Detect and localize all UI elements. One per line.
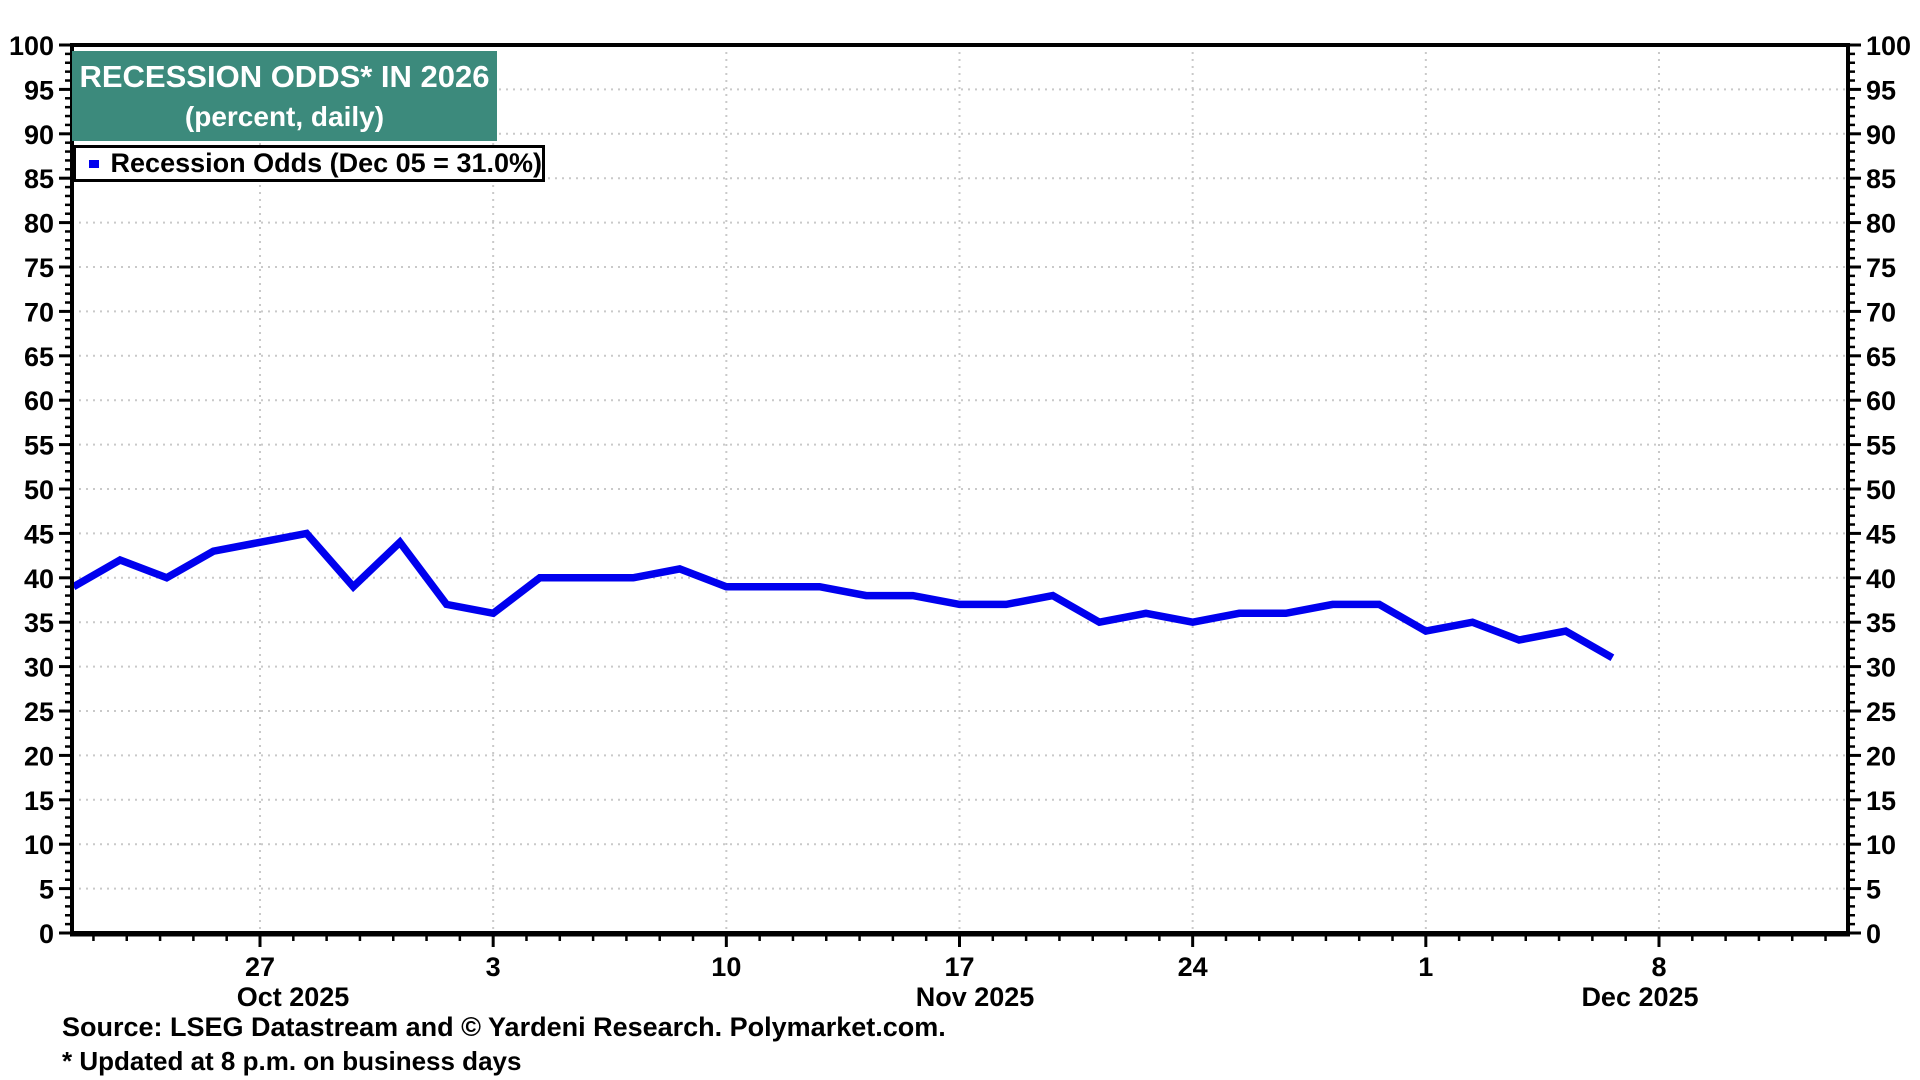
svg-text:27: 27: [245, 952, 275, 982]
footnote: * Updated at 8 p.m. on business days: [62, 1046, 522, 1076]
svg-text:5: 5: [39, 875, 54, 905]
x-axis-labels: 27 3 10 17 24 1 8: [245, 952, 1667, 982]
svg-text:8: 8: [1651, 952, 1666, 982]
svg-text:75: 75: [24, 253, 54, 283]
svg-text:35: 35: [24, 608, 54, 638]
svg-text:10: 10: [24, 830, 54, 860]
legend-label: Recession Odds (Dec 05 = 31.0%): [110, 148, 542, 178]
svg-text:50: 50: [1866, 475, 1896, 505]
svg-text:Nov 2025: Nov 2025: [916, 982, 1035, 1012]
svg-text:15: 15: [24, 786, 54, 816]
source-note: Source: LSEG Datastream and © Yardeni Re…: [62, 1012, 946, 1042]
svg-text:20: 20: [24, 741, 54, 771]
chart-title: RECESSION ODDS* IN 2026: [79, 59, 490, 95]
svg-text:65: 65: [1866, 342, 1896, 372]
y-gridlines: [72, 88, 1848, 890]
svg-text:30: 30: [1866, 653, 1896, 683]
svg-text:65: 65: [24, 342, 54, 372]
svg-text:60: 60: [1866, 386, 1896, 416]
svg-text:85: 85: [24, 164, 54, 194]
legend-line-swatch: [89, 159, 99, 168]
legend: Recession Odds (Dec 05 = 31.0%): [73, 145, 545, 182]
chart-subtitle: (percent, daily): [184, 100, 385, 132]
svg-text:95: 95: [24, 75, 54, 105]
svg-text:24: 24: [1178, 952, 1208, 982]
svg-text:5: 5: [1866, 875, 1881, 905]
svg-text:15: 15: [1866, 786, 1896, 816]
svg-text:10: 10: [711, 952, 741, 982]
y-axis-labels-left: 0 5 10 15 20 25 30 35 40 45 50 55 60 65 70 75 80 85 90 95 10…: [9, 31, 54, 949]
svg-text:0: 0: [1866, 919, 1881, 949]
svg-text:60: 60: [24, 386, 54, 416]
svg-text:50: 50: [24, 475, 54, 505]
svg-text:20: 20: [1866, 741, 1896, 771]
svg-text:Dec 2025: Dec 2025: [1581, 982, 1698, 1012]
svg-text:70: 70: [1866, 297, 1896, 327]
recession-odds-line: [71, 529, 1615, 661]
svg-text:3: 3: [486, 952, 501, 982]
svg-text:Oct 2025: Oct 2025: [237, 982, 350, 1012]
svg-text:45: 45: [24, 519, 54, 549]
svg-text:45: 45: [1866, 519, 1896, 549]
svg-text:80: 80: [24, 209, 54, 239]
svg-text:70: 70: [24, 297, 54, 327]
svg-text:55: 55: [1866, 431, 1896, 461]
svg-text:90: 90: [24, 120, 54, 150]
svg-text:35: 35: [1866, 608, 1896, 638]
y-axis-labels-right: 0 5 10 15 20 25 30 35 40 45 50 55 60 65 70 75 80 85 90 95 10…: [1866, 31, 1911, 949]
svg-text:40: 40: [1866, 564, 1896, 594]
svg-text:30: 30: [24, 653, 54, 683]
svg-text:1: 1: [1418, 952, 1433, 982]
svg-text:95: 95: [1866, 75, 1896, 105]
svg-text:40: 40: [24, 564, 54, 594]
svg-text:0: 0: [39, 919, 54, 949]
svg-text:10: 10: [1866, 830, 1896, 860]
svg-text:80: 80: [1866, 209, 1896, 239]
axis-ticks: [59, 43, 1861, 947]
chart-title-box: RECESSION ODDS* IN 2026 (percent, daily): [72, 51, 497, 141]
svg-text:25: 25: [1866, 697, 1896, 727]
svg-text:90: 90: [1866, 120, 1896, 150]
svg-text:85: 85: [1866, 164, 1896, 194]
svg-text:25: 25: [24, 697, 54, 727]
month-labels: Oct 2025 Nov 2025 Dec 2025: [237, 982, 1699, 1012]
svg-text:100: 100: [9, 31, 54, 61]
x-gridlines: [259, 45, 1660, 933]
svg-text:75: 75: [1866, 253, 1896, 283]
svg-text:55: 55: [24, 431, 54, 461]
svg-text:17: 17: [944, 952, 974, 982]
svg-text:100: 100: [1866, 31, 1911, 61]
